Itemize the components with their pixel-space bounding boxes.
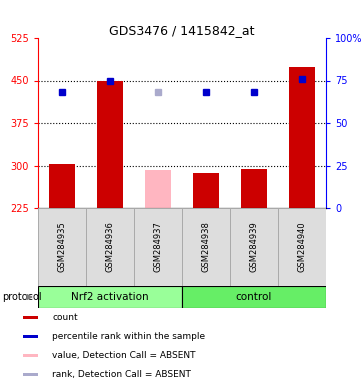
Bar <box>193 174 219 208</box>
Text: value, Detection Call = ABSENT: value, Detection Call = ABSENT <box>52 351 196 360</box>
Bar <box>278 208 326 286</box>
Bar <box>241 169 267 208</box>
Bar <box>22 316 38 319</box>
Text: GSM284937: GSM284937 <box>153 222 162 272</box>
Bar <box>49 164 75 208</box>
Bar <box>86 208 134 286</box>
Bar <box>22 335 38 338</box>
Bar <box>22 354 38 357</box>
Text: GSM284935: GSM284935 <box>57 222 66 272</box>
Text: control: control <box>236 292 272 302</box>
Text: Nrf2 activation: Nrf2 activation <box>71 292 149 302</box>
Bar <box>182 208 230 286</box>
Bar <box>145 170 171 208</box>
Text: protocol: protocol <box>2 292 42 302</box>
Text: GSM284940: GSM284940 <box>297 222 306 272</box>
Bar <box>22 373 38 376</box>
Bar <box>182 286 326 308</box>
Title: GDS3476 / 1415842_at: GDS3476 / 1415842_at <box>109 24 255 37</box>
Bar <box>289 68 315 208</box>
Bar <box>97 81 123 208</box>
Text: GSM284936: GSM284936 <box>105 222 114 272</box>
Bar <box>38 286 182 308</box>
Text: GSM284939: GSM284939 <box>249 222 258 272</box>
Text: percentile rank within the sample: percentile rank within the sample <box>52 332 205 341</box>
Bar <box>38 208 86 286</box>
Text: count: count <box>52 313 78 322</box>
Text: GSM284938: GSM284938 <box>201 222 210 272</box>
Text: rank, Detection Call = ABSENT: rank, Detection Call = ABSENT <box>52 370 191 379</box>
Bar <box>134 208 182 286</box>
Bar <box>230 208 278 286</box>
